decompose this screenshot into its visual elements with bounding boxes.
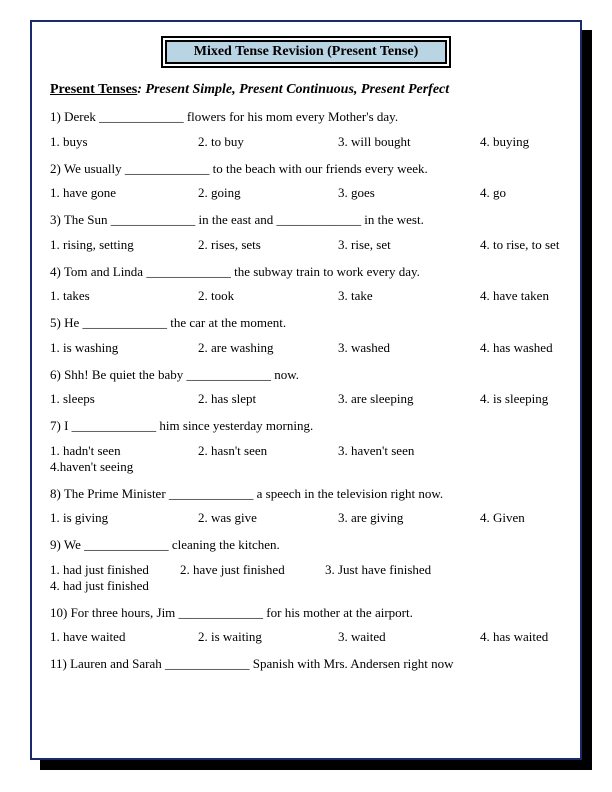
option-9-1: 1. had just finished bbox=[50, 562, 180, 578]
options-10: 1. have waited2. is waiting3. waited4. h… bbox=[50, 629, 562, 645]
option-1-2: 2. to buy bbox=[198, 134, 338, 150]
option-3-3: 3. rise, set bbox=[338, 237, 480, 253]
option-8-1: 1. is giving bbox=[50, 510, 198, 526]
subtitle-underlined: Present Tenses bbox=[50, 82, 137, 97]
option-4-2: 2. took bbox=[198, 288, 338, 304]
question-10: 10) For three hours, Jim _____________ f… bbox=[50, 604, 562, 622]
option-7-1: 1. hadn't seen bbox=[50, 443, 198, 459]
options-1: 1. buys2. to buy3. will bought4. buying bbox=[50, 134, 562, 150]
option-10-4: 4. has waited bbox=[480, 629, 548, 645]
option-8-2: 2. was give bbox=[198, 510, 338, 526]
option-6-3: 3. are sleeping bbox=[338, 391, 480, 407]
question-list: 1) Derek _____________ flowers for his m… bbox=[50, 108, 562, 673]
option-2-1: 1. have gone bbox=[50, 185, 198, 201]
option-9-4: 4. had just finished bbox=[50, 578, 149, 594]
option-9-2: 2. have just finished bbox=[180, 562, 325, 578]
question-6: 6) Shh! Be quiet the baby _____________ … bbox=[50, 366, 562, 384]
option-9-3: 3. Just have finished bbox=[325, 562, 475, 578]
options-9: 1. had just finished2. have just finishe… bbox=[50, 562, 562, 594]
subtitle: Present Tenses: Present Simple, Present … bbox=[50, 82, 562, 98]
option-4-4: 4. have taken bbox=[480, 288, 549, 304]
options-3: 1. rising, setting2. rises, sets3. rise,… bbox=[50, 237, 562, 253]
option-7-2: 2. hasn't seen bbox=[198, 443, 338, 459]
option-5-3: 3. washed bbox=[338, 340, 480, 356]
option-2-4: 4. go bbox=[480, 185, 506, 201]
option-7-4: 4.haven't seeing bbox=[50, 459, 133, 475]
subtitle-italic: Present Simple, Present Continuous, Pres… bbox=[145, 82, 449, 97]
option-3-1: 1. rising, setting bbox=[50, 237, 198, 253]
question-3: 3) The Sun _____________ in the east and… bbox=[50, 211, 562, 229]
question-5: 5) He _____________ the car at the momen… bbox=[50, 314, 562, 332]
question-8: 8) The Prime Minister _____________ a sp… bbox=[50, 485, 562, 503]
option-10-2: 2. is waiting bbox=[198, 629, 338, 645]
option-4-1: 1. takes bbox=[50, 288, 198, 304]
options-5: 1. is washing2. are washing3. washed4. h… bbox=[50, 340, 562, 356]
question-1: 1) Derek _____________ flowers for his m… bbox=[50, 108, 562, 126]
option-1-4: 4. buying bbox=[480, 134, 529, 150]
options-2: 1. have gone2. going3. goes4. go bbox=[50, 185, 562, 201]
question-4: 4) Tom and Linda _____________ the subwa… bbox=[50, 263, 562, 281]
question-2: 2) We usually _____________ to the beach… bbox=[50, 160, 562, 178]
option-6-2: 2. has slept bbox=[198, 391, 338, 407]
option-6-4: 4. is sleeping bbox=[480, 391, 548, 407]
option-5-1: 1. is washing bbox=[50, 340, 198, 356]
question-11: 11) Lauren and Sarah _____________ Spani… bbox=[50, 655, 562, 673]
worksheet-page: Mixed Tense Revision (Present Tense) Pre… bbox=[30, 20, 582, 760]
options-4: 1. takes2. took3. take4. have taken bbox=[50, 288, 562, 304]
options-8: 1. is giving2. was give3. are giving4. G… bbox=[50, 510, 562, 526]
question-7: 7) I _____________ him since yesterday m… bbox=[50, 417, 562, 435]
option-4-3: 3. take bbox=[338, 288, 480, 304]
option-7-3: 3. haven't seen bbox=[338, 443, 480, 459]
option-5-2: 2. are washing bbox=[198, 340, 338, 356]
option-10-1: 1. have waited bbox=[50, 629, 198, 645]
option-6-1: 1. sleeps bbox=[50, 391, 198, 407]
title-frame: Mixed Tense Revision (Present Tense) bbox=[161, 36, 451, 68]
page-title: Mixed Tense Revision (Present Tense) bbox=[165, 40, 447, 64]
option-8-3: 3. are giving bbox=[338, 510, 480, 526]
options-7: 1. hadn't seen2. hasn't seen3. haven't s… bbox=[50, 443, 562, 475]
question-9: 9) We _____________ cleaning the kitchen… bbox=[50, 536, 562, 554]
option-8-4: 4. Given bbox=[480, 510, 525, 526]
options-6: 1. sleeps2. has slept3. are sleeping4. i… bbox=[50, 391, 562, 407]
option-1-3: 3. will bought bbox=[338, 134, 480, 150]
option-1-1: 1. buys bbox=[50, 134, 198, 150]
option-2-2: 2. going bbox=[198, 185, 338, 201]
option-3-4: 4. to rise, to set bbox=[480, 237, 559, 253]
option-3-2: 2. rises, sets bbox=[198, 237, 338, 253]
option-10-3: 3. waited bbox=[338, 629, 480, 645]
option-2-3: 3. goes bbox=[338, 185, 480, 201]
option-5-4: 4. has washed bbox=[480, 340, 553, 356]
